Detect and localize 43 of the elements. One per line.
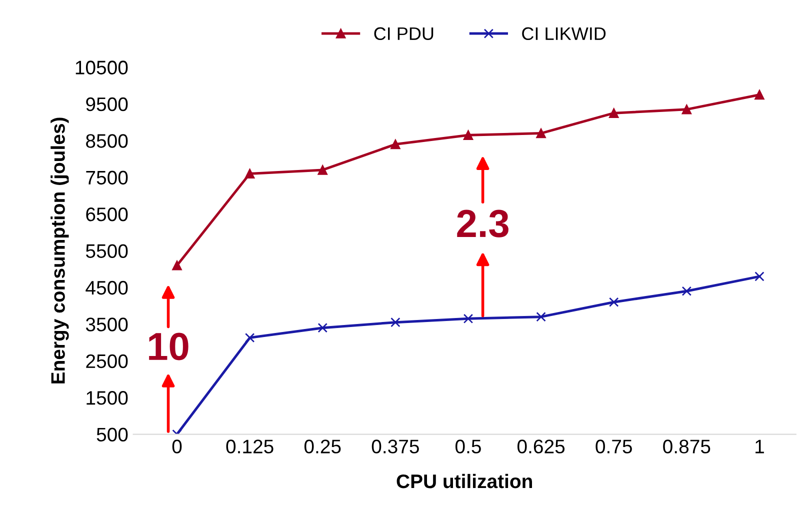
x-tick-label: 0.375 (372, 440, 419, 454)
point (244, 332, 255, 343)
point (536, 312, 546, 322)
x-tick-label: 0.125 (226, 440, 274, 454)
x-tick-label: 0 (172, 440, 182, 454)
y-tick-label: 7500 (86, 170, 128, 185)
point (463, 314, 474, 324)
y-tick-label: 3500 (86, 318, 128, 332)
y-axis-title: Energy consumption (joules) (50, 118, 69, 384)
annotation: 2.3 (457, 210, 508, 238)
point (172, 260, 182, 270)
x-tick-label: 0.625 (517, 440, 565, 454)
x-tick-label: 0.875 (663, 440, 710, 454)
legend-label: CI LIKWID (522, 27, 606, 40)
point (390, 139, 400, 150)
point (682, 104, 692, 114)
point (608, 297, 619, 307)
x-tick-label: 0.5 (455, 440, 481, 454)
y-tick-label: 6500 (86, 208, 128, 222)
point (463, 130, 474, 140)
point (754, 90, 764, 100)
y-tick-label: 10500 (76, 60, 128, 74)
y-tick-label: 9500 (86, 97, 128, 112)
x-tick-label: 1 (756, 440, 764, 454)
point (754, 272, 764, 282)
point (244, 168, 255, 179)
point (318, 165, 328, 175)
y-tick-label: 5500 (86, 244, 128, 258)
point (682, 286, 692, 296)
y-tick-label: 4500 (86, 280, 128, 295)
y-tick-label: 8500 (86, 134, 128, 148)
x-tick-label: 0.75 (596, 440, 632, 454)
y-tick-label: 500 (96, 428, 128, 442)
point (536, 128, 546, 138)
point (318, 322, 328, 333)
legend-label: CI PDU (374, 27, 434, 40)
annotation: 10 (149, 332, 188, 360)
point (390, 317, 400, 328)
y-tick-label: 1500 (86, 391, 128, 405)
y-tick-label: 2500 (86, 354, 128, 368)
x-tick-label: 0.25 (304, 440, 341, 454)
x-axis-title: CPU utilization (396, 474, 532, 488)
point (608, 108, 619, 118)
